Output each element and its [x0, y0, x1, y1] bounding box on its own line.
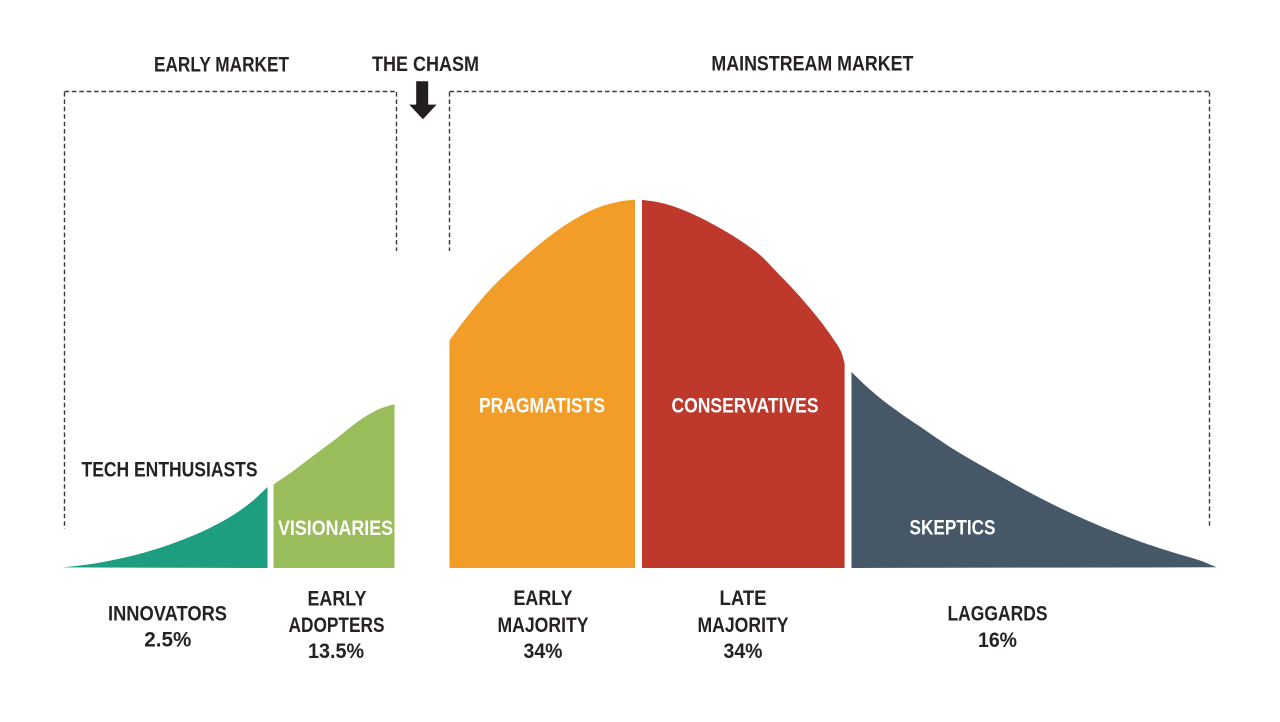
svg-text:LATE: LATE — [720, 587, 767, 610]
svg-text:MAJORITY: MAJORITY — [498, 614, 589, 637]
svg-text:INNOVATORS: INNOVATORS — [108, 602, 227, 625]
svg-text:TECH ENTHUSIASTS: TECH ENTHUSIASTS — [82, 458, 258, 481]
svg-text:34%: 34% — [724, 640, 763, 663]
svg-text:MAINSTREAM MARKET: MAINSTREAM MARKET — [711, 53, 913, 76]
svg-text:SKEPTICS: SKEPTICS — [910, 517, 996, 540]
svg-text:16%: 16% — [978, 629, 1017, 652]
svg-text:EARLY: EARLY — [308, 587, 367, 610]
svg-text:ADOPTERS: ADOPTERS — [289, 614, 385, 637]
svg-text:PRAGMATISTS: PRAGMATISTS — [479, 395, 605, 418]
svg-text:13.5%: 13.5% — [308, 640, 364, 663]
svg-text:LAGGARDS: LAGGARDS — [948, 602, 1048, 625]
svg-text:EARLY MARKET: EARLY MARKET — [154, 54, 289, 77]
svg-text:CONSERVATIVES: CONSERVATIVES — [672, 395, 819, 418]
svg-text:EARLY: EARLY — [514, 587, 573, 610]
svg-text:THE CHASM: THE CHASM — [372, 53, 479, 76]
svg-text:VISIONARIES: VISIONARIES — [278, 517, 393, 540]
svg-text:MAJORITY: MAJORITY — [698, 614, 789, 637]
svg-text:2.5%: 2.5% — [144, 628, 191, 651]
svg-text:34%: 34% — [524, 640, 563, 663]
